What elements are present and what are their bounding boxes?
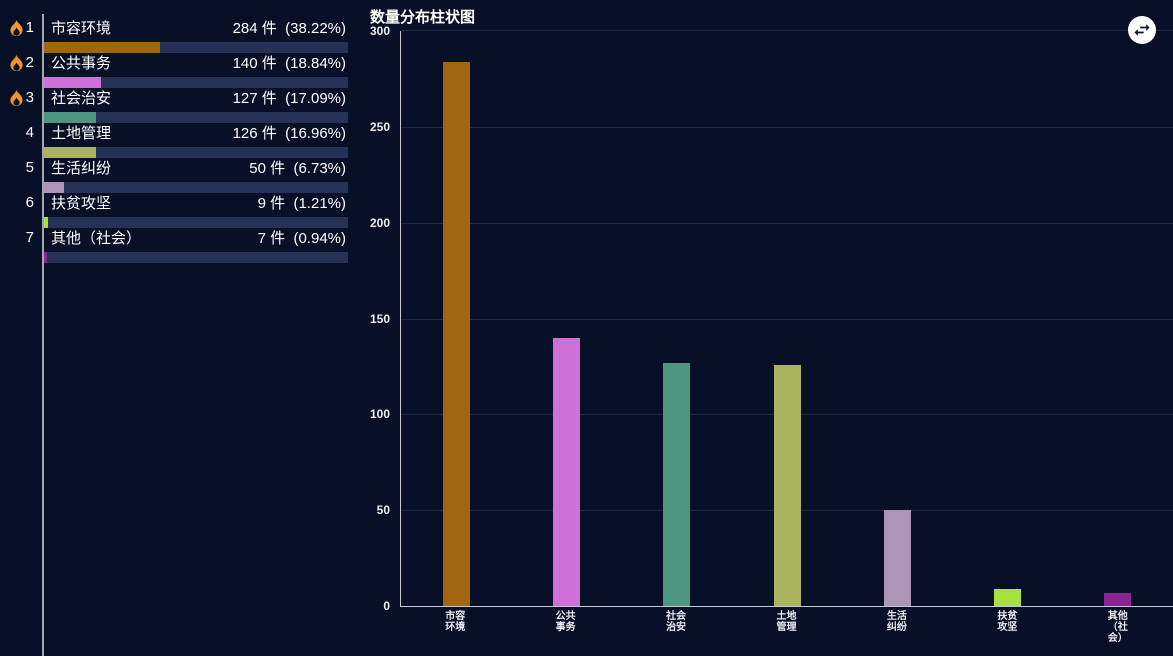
y-tick-label-0: 0 <box>383 599 390 613</box>
rank-bar-fill <box>44 147 96 158</box>
rank-bar-track <box>44 182 348 193</box>
y-axis-ticks: 0 50 100 150 200 250 300 <box>0 24 394 613</box>
rank-item-label: 生活纠纷 <box>51 160 112 177</box>
rank-bar-track <box>44 42 348 53</box>
list-item[interactable]: 7 其他（社会） 7 件 (0.94%) <box>0 225 348 263</box>
rank-item-value: 9 件 (1.21%) <box>257 195 346 212</box>
rank-badge: 6 <box>0 194 40 211</box>
rank-bar-track <box>44 77 348 88</box>
rank-bar-fill <box>44 252 47 263</box>
rank-item-label: 公共事务 <box>51 55 112 72</box>
x-tick-label-土地管理: 土地 管理 <box>776 611 797 633</box>
rank-item-label: 社会治安 <box>51 90 112 107</box>
rank-badge: 1 <box>0 19 40 36</box>
x-tick-label-生活纠纷: 生活 纠纷 <box>886 611 907 633</box>
rank-number: 5 <box>25 159 34 176</box>
list-item[interactable]: 2 公共事务 140 件 (18.84%) <box>0 50 348 88</box>
rank-bar-track <box>44 252 348 263</box>
y-tick-label-150: 150 <box>369 311 390 326</box>
rank-item-head: 5 生活纠纷 50 件 (6.73%) <box>0 155 348 179</box>
rank-item-label: 其他（社会） <box>51 230 142 247</box>
rank-badge: 3 <box>0 89 40 106</box>
bar-其他（社会）[interactable] <box>1104 592 1132 606</box>
rank-item-value: 126 件 (16.96%) <box>232 125 346 142</box>
gridline-250 <box>401 126 1173 128</box>
rank-item-value: 7 件 (0.94%) <box>257 230 346 247</box>
rank-item-value: 284 件 (38.22%) <box>232 20 346 37</box>
rank-item-label: 市容环境 <box>51 20 112 37</box>
x-axis-labels: 市容 环境 公共 事务 社会 治安 土地 管理 生活 纠纷 扶贫 攻坚 其他 （社 会） <box>400 611 1173 656</box>
rank-bar-fill <box>44 112 96 123</box>
rank-number: 3 <box>25 89 34 106</box>
list-item[interactable]: 1 市容环境 284 件 (38.22%) <box>0 15 348 53</box>
y-tick-label-200: 200 <box>369 215 390 230</box>
ranking-list: 1 市容环境 284 件 (38.22%) 2 公共事务 140 件 (18.8… <box>0 15 348 263</box>
fire-icon <box>10 19 23 36</box>
rank-item-value: 50 件 (6.73%) <box>249 160 346 177</box>
rank-badge: 5 <box>0 159 40 176</box>
bar-市容环境[interactable] <box>442 61 470 606</box>
rank-number: 2 <box>25 54 34 71</box>
rank-number: 6 <box>25 194 34 211</box>
x-tick-label-其他（社会）: 其他 （社 会） <box>1107 611 1128 644</box>
rank-item-label: 扶贫攻坚 <box>51 195 112 212</box>
rank-item-head: 2 公共事务 140 件 (18.84%) <box>0 50 348 74</box>
fire-icon <box>10 89 23 106</box>
rank-item-head: 7 其他（社会） 7 件 (0.94%) <box>0 225 348 249</box>
list-item[interactable]: 6 扶贫攻坚 9 件 (1.21%) <box>0 190 348 228</box>
rank-bar-fill <box>44 42 161 53</box>
list-item[interactable]: 3 社会治安 127 件 (17.09%) <box>0 85 348 123</box>
y-tick-label-100: 100 <box>369 407 390 422</box>
x-tick-label-扶贫攻坚: 扶贫 攻坚 <box>997 611 1018 633</box>
y-tick-label-50: 50 <box>376 503 390 518</box>
swap-horizontal-icon <box>1134 24 1150 36</box>
list-item[interactable]: 4 土地管理 126 件 (16.96%) <box>0 120 348 158</box>
bar-生活纠纷[interactable] <box>883 510 911 606</box>
list-item[interactable]: 5 生活纠纷 50 件 (6.73%) <box>0 155 348 193</box>
x-tick-label-市容环境: 市容 环境 <box>445 611 466 633</box>
gridline-300 <box>401 30 1173 31</box>
chart-title: 数量分布柱状图 <box>370 9 476 26</box>
rank-bar-track <box>44 217 348 228</box>
swap-chart-button[interactable] <box>1128 16 1156 44</box>
bar-chart-plot-area <box>400 30 1173 607</box>
rank-item-head: 3 社会治安 127 件 (17.09%) <box>0 85 348 109</box>
x-tick-label-社会治安: 社会 治安 <box>666 611 687 633</box>
rank-bar-fill <box>44 217 48 228</box>
rank-number: 1 <box>25 19 34 36</box>
y-tick-label-250: 250 <box>369 119 390 134</box>
rank-item-value: 127 件 (17.09%) <box>232 90 346 107</box>
ranking-divider-line <box>42 14 44 656</box>
rank-item-head: 4 土地管理 126 件 (16.96%) <box>0 120 348 144</box>
bar-社会治安[interactable] <box>663 362 691 606</box>
rank-bar-track <box>44 112 348 123</box>
rank-badge: 2 <box>0 54 40 71</box>
rank-item-label: 土地管理 <box>51 125 112 142</box>
fire-icon <box>10 54 23 71</box>
rank-number: 4 <box>25 124 34 141</box>
bar-扶贫攻坚[interactable] <box>994 588 1022 606</box>
gridline-200 <box>401 222 1173 224</box>
rank-badge: 7 <box>0 229 40 246</box>
rank-item-head: 6 扶贫攻坚 9 件 (1.21%) <box>0 190 348 214</box>
rank-item-value: 140 件 (18.84%) <box>232 55 346 72</box>
rank-item-head: 1 市容环境 284 件 (38.22%) <box>0 15 348 39</box>
rank-bar-fill <box>44 182 65 193</box>
rank-bar-fill <box>44 77 102 88</box>
rank-bar-track <box>44 147 348 158</box>
bar-土地管理[interactable] <box>773 364 801 606</box>
rank-badge: 4 <box>0 124 40 141</box>
bar-公共事务[interactable] <box>552 337 580 606</box>
gridline-150 <box>401 318 1173 320</box>
rank-number: 7 <box>25 229 34 246</box>
x-tick-label-公共事务: 公共 事务 <box>555 611 576 633</box>
y-tick-label-300: 300 <box>369 24 390 38</box>
